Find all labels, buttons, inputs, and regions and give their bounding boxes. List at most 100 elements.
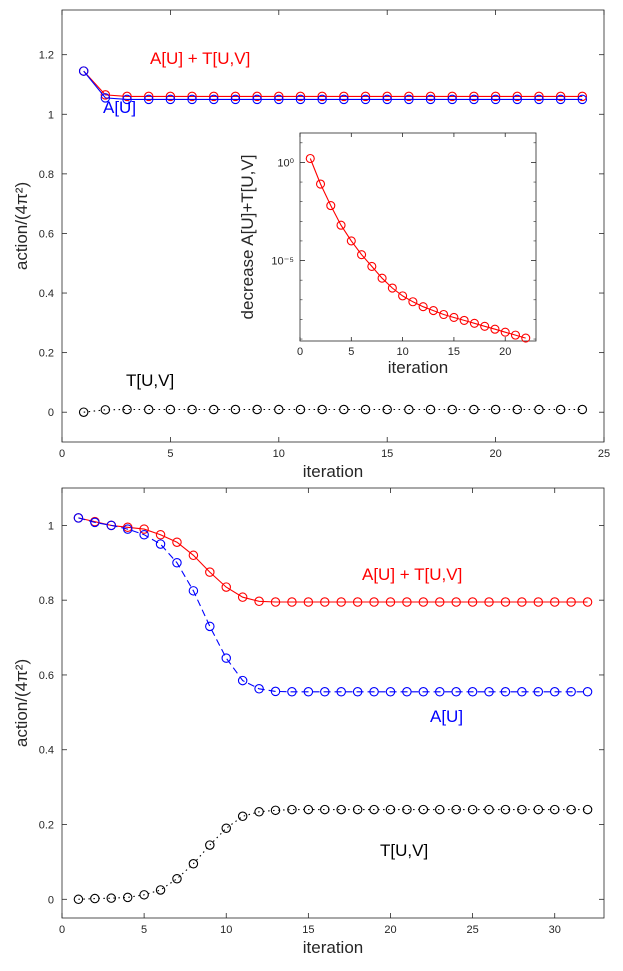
data-point	[165, 404, 176, 415]
data-point	[369, 804, 379, 815]
data-point	[484, 597, 494, 607]
data-point	[500, 687, 511, 697]
data-point	[209, 91, 219, 102]
data-point	[352, 804, 363, 815]
data-point	[404, 91, 414, 102]
x-tick-label: 15	[381, 448, 393, 460]
y-tick-label: 0.2	[39, 820, 54, 832]
series-annotation-2: T[U,V]	[380, 841, 428, 860]
series-line-2	[78, 809, 588, 900]
data-point	[382, 94, 392, 105]
data-point	[549, 804, 560, 815]
data-point	[435, 804, 445, 815]
x-tick-label: 10	[273, 448, 285, 460]
data-point	[172, 537, 182, 547]
data-point	[339, 94, 349, 105]
data-point	[122, 404, 132, 415]
data-point	[188, 859, 199, 869]
data-point	[230, 94, 241, 105]
data-point	[577, 94, 588, 105]
inset-data-point	[367, 261, 377, 271]
inset-data-point	[315, 179, 326, 189]
data-point	[382, 91, 392, 102]
y-tick-label: 1	[48, 109, 54, 121]
data-point	[155, 885, 166, 895]
data-point	[352, 687, 363, 697]
data-point	[139, 890, 149, 900]
data-point	[369, 687, 379, 697]
inset-x-tick-label: 0	[297, 346, 303, 358]
inset-y-axis-label: decrease A[U]+T[U,V]	[238, 155, 257, 320]
inset-data-point	[480, 321, 490, 331]
inset-data-point	[439, 309, 449, 320]
data-point	[360, 404, 371, 415]
data-point	[303, 597, 314, 607]
data-point	[78, 407, 89, 417]
data-point	[320, 804, 330, 815]
data-point	[205, 840, 215, 850]
data-point	[143, 91, 154, 102]
data-point	[287, 687, 297, 697]
data-point	[254, 684, 264, 694]
inset-data-point	[336, 220, 346, 230]
data-point	[555, 404, 566, 415]
data-point	[418, 804, 429, 815]
data-point	[549, 597, 560, 607]
inset-data-point	[305, 153, 315, 164]
data-point	[352, 597, 363, 607]
x-tick-label: 0	[59, 924, 65, 936]
inset-data-point	[428, 306, 438, 316]
data-point	[295, 91, 306, 102]
data-point	[187, 91, 197, 102]
data-point	[139, 529, 149, 540]
data-point	[165, 91, 176, 102]
data-point	[230, 91, 241, 102]
data-point	[274, 94, 284, 105]
data-point	[447, 404, 457, 415]
data-point	[221, 653, 231, 663]
data-point	[534, 91, 544, 102]
data-point	[209, 404, 219, 415]
data-point	[451, 687, 461, 697]
data-point	[555, 91, 566, 102]
data-point	[237, 811, 248, 822]
data-point	[100, 93, 111, 103]
data-point	[404, 404, 414, 415]
data-point	[155, 539, 166, 549]
data-point	[402, 687, 412, 697]
data-point	[512, 91, 523, 102]
data-point	[500, 597, 511, 607]
data-point	[451, 597, 461, 607]
data-point	[549, 687, 560, 697]
series-line-0	[78, 517, 588, 603]
inset-chart: 0 5 10 15 20 10⁰ 10⁻⁵ iteration decrease A[U]+T[…	[238, 132, 537, 377]
data-point	[287, 804, 297, 815]
data-point	[382, 404, 392, 415]
x-tick-label: 25	[598, 448, 610, 460]
data-point	[155, 529, 166, 540]
inset-data-point	[490, 324, 500, 334]
data-point	[467, 687, 478, 697]
data-point	[172, 873, 182, 884]
data-point	[221, 823, 231, 834]
inset-x-axis-label: iteration	[388, 358, 448, 377]
data-point	[73, 513, 84, 523]
data-point	[404, 94, 414, 105]
data-point	[369, 597, 379, 607]
y-tick-label: 1.2	[39, 50, 54, 62]
data-point	[209, 94, 219, 105]
inset-y-tick-label: 10⁰	[277, 157, 294, 169]
data-point	[566, 804, 576, 815]
data-point	[339, 91, 349, 102]
data-point	[582, 597, 593, 607]
inset-data-point	[346, 236, 356, 246]
y-tick-label: 0	[48, 894, 54, 906]
data-point	[385, 597, 396, 607]
data-point	[90, 517, 100, 528]
data-point	[577, 91, 588, 102]
y-tick-label: 0.8	[39, 595, 54, 607]
inset-data-point	[418, 302, 428, 312]
data-point	[533, 597, 544, 607]
x-tick-label: 30	[549, 924, 561, 936]
